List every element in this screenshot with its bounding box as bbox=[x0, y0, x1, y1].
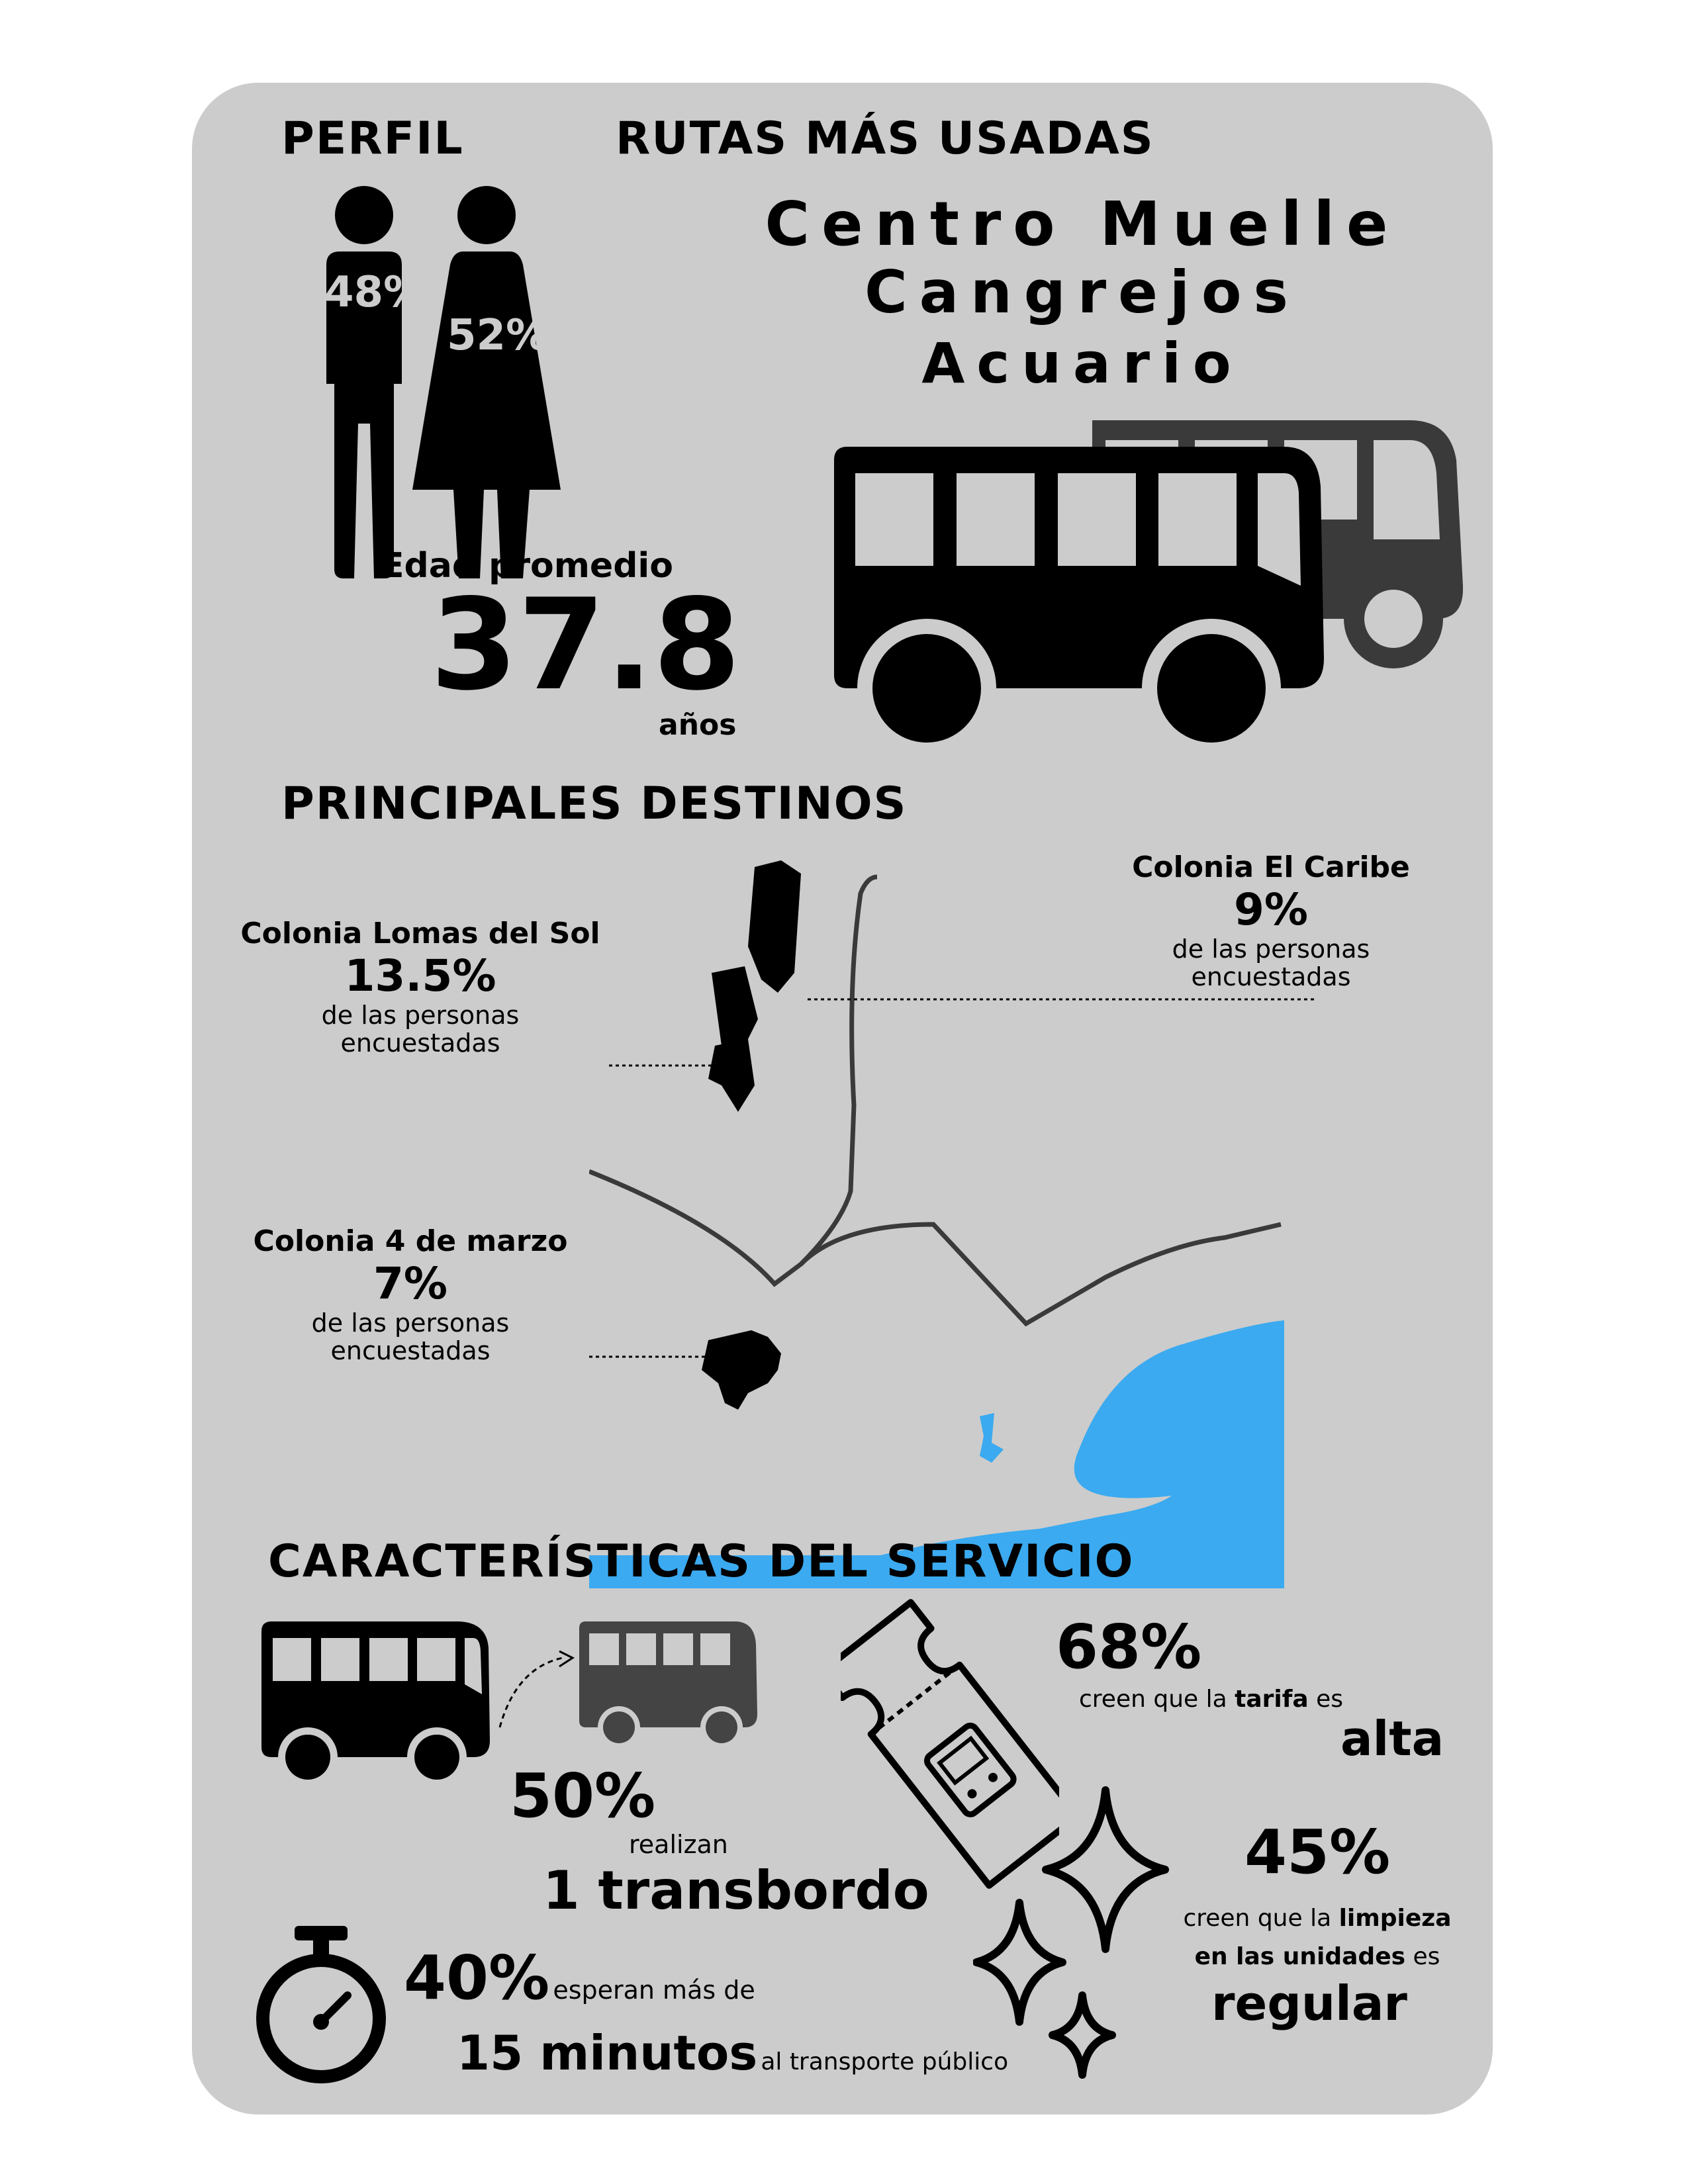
cleaning-percentage: 45% bbox=[1244, 1817, 1391, 1888]
destination-name: Colonia Lomas del Sol bbox=[240, 917, 600, 950]
wait-line-2: 15 minutos al transporte público bbox=[457, 2025, 1008, 2081]
bus-icon-small bbox=[579, 1621, 757, 1749]
transfer-percentage: 50% bbox=[510, 1760, 656, 1831]
destination-4-de-marzo: Colonia 4 de marzo 7% de las personas en… bbox=[252, 1224, 569, 1365]
fare-text-post: es bbox=[1308, 1686, 1344, 1713]
destination-percentage: 13.5% bbox=[344, 950, 496, 1001]
fare-keyword: tarifa bbox=[1235, 1686, 1309, 1713]
map bbox=[589, 860, 1317, 1588]
service-heading: CARACTERÍSTICAS DEL SERVICIO bbox=[268, 1535, 1135, 1588]
male-icon bbox=[326, 186, 402, 578]
wait-text-mid: esperan más de bbox=[553, 1976, 755, 2005]
fare-value: alta bbox=[1340, 1711, 1444, 1766]
wait-line-1: 40% esperan más de bbox=[404, 1942, 755, 2013]
cleaning-keyword-1: limpieza bbox=[1338, 1905, 1452, 1932]
destination-el-caribe: Colonia El Caribe 9% de las personas enc… bbox=[1105, 850, 1436, 991]
destination-subtext-2: encuestadas bbox=[330, 1336, 491, 1365]
sparkle-icon bbox=[973, 1786, 1169, 2079]
wait-percentage: 40% bbox=[404, 1942, 550, 2013]
destination-subtext-1: de las personas bbox=[1172, 934, 1370, 964]
cleaning-text-pre: creen que la bbox=[1183, 1905, 1339, 1932]
age-label: Edad promedio bbox=[381, 546, 673, 586]
main-road bbox=[589, 1169, 1282, 1327]
destination-subtext-1: de las personas bbox=[321, 1001, 520, 1030]
route-item-1: Centro Muelle bbox=[765, 189, 1400, 259]
age-unit: años bbox=[659, 708, 737, 742]
arrow-head bbox=[559, 1650, 575, 1668]
colonia-4-de-marzo-block bbox=[702, 1330, 781, 1410]
cleaning-keyword-2: en las unidades bbox=[1194, 1943, 1406, 1970]
destinations-heading: PRINCIPALES DESTINOS bbox=[281, 778, 908, 830]
north-road bbox=[799, 874, 878, 1266]
fare-percentage: 68% bbox=[1056, 1612, 1202, 1682]
sea bbox=[589, 1320, 1284, 1588]
transfer-value: 1 transbordo bbox=[543, 1860, 929, 1921]
age-value: 37.8 bbox=[430, 572, 741, 718]
infographic-card: PERFIL 48% 52% Edad promedio 37.8 años R… bbox=[192, 83, 1493, 2115]
destination-percentage: 7% bbox=[373, 1258, 448, 1309]
destination-name: Colonia 4 de marzo bbox=[253, 1224, 568, 1258]
route-item-2: Cangrejos bbox=[865, 258, 1300, 326]
buses-illustration bbox=[834, 420, 1463, 758]
female-icon bbox=[412, 186, 561, 578]
destination-subtext-1: de las personas bbox=[311, 1308, 510, 1338]
arrow-line bbox=[498, 1657, 563, 1728]
female-percentage: 52% bbox=[447, 311, 549, 360]
lomas-del-sol-block-1 bbox=[748, 860, 801, 993]
fare-text-pre: creen que la bbox=[1079, 1686, 1235, 1713]
cleaning-text-post: es bbox=[1405, 1943, 1440, 1970]
transfer-subtext: realizan bbox=[629, 1830, 728, 1859]
male-percentage: 48% bbox=[324, 268, 426, 317]
bus-icon-front bbox=[834, 447, 1324, 758]
cleaning-sentence: creen que la limpieza en las unidades es bbox=[1152, 1899, 1483, 1976]
route-item-3: Acuario bbox=[921, 331, 1243, 396]
destination-lomas-del-sol: Colonia Lomas del Sol 13.5% de las perso… bbox=[238, 917, 602, 1057]
destination-subtext-2: encuestadas bbox=[340, 1028, 500, 1058]
pier bbox=[980, 1413, 1004, 1463]
bus-icon-large bbox=[261, 1621, 490, 1787]
gender-figures bbox=[326, 186, 561, 578]
lomas-del-sol-block-3 bbox=[708, 1039, 755, 1112]
lomas-del-sol-block-2 bbox=[712, 966, 758, 1052]
transfer-illustration bbox=[261, 1621, 757, 1787]
fare-sentence: creen que la tarifa es bbox=[1079, 1686, 1343, 1713]
stopwatch-icon bbox=[256, 1926, 386, 2083]
destination-percentage: 9% bbox=[1233, 884, 1309, 935]
routes-heading: RUTAS MÁS USADAS bbox=[616, 113, 1154, 165]
wait-text-post: al transporte público bbox=[761, 2048, 1009, 2075]
destination-subtext-2: encuestadas bbox=[1191, 962, 1351, 991]
wait-value: 15 minutos bbox=[457, 2025, 758, 2081]
ticket-icon bbox=[841, 1599, 1059, 1889]
cleaning-value: regular bbox=[1211, 1976, 1407, 2031]
profile-heading: PERFIL bbox=[281, 113, 464, 165]
destination-name: Colonia El Caribe bbox=[1132, 850, 1410, 884]
